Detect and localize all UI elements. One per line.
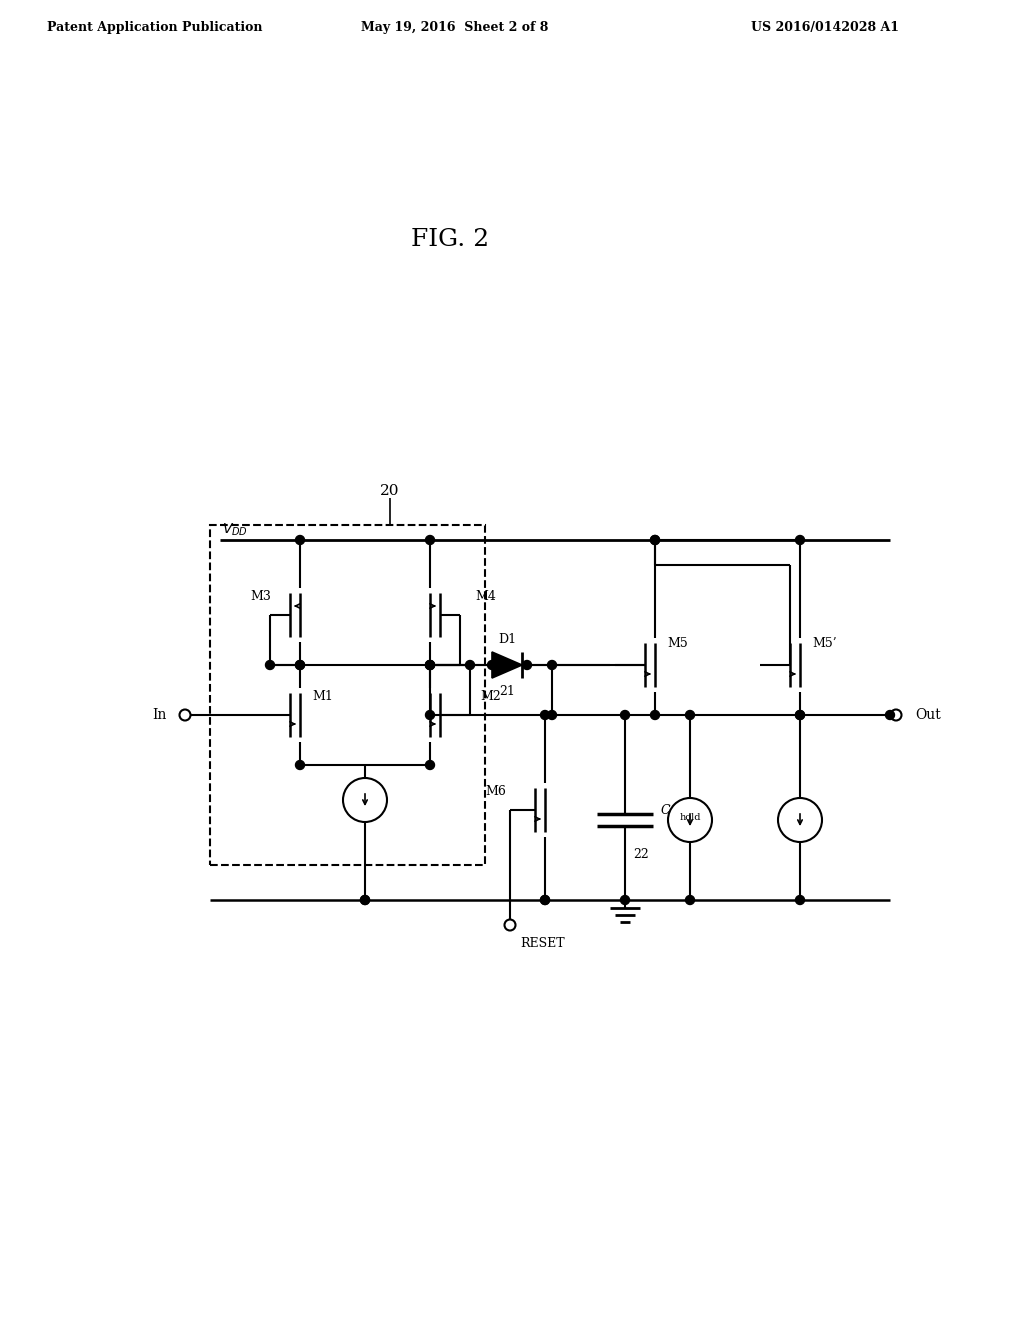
Text: In: In (153, 708, 167, 722)
Text: Out: Out (915, 708, 941, 722)
Circle shape (360, 895, 370, 904)
Circle shape (265, 660, 274, 669)
Circle shape (360, 895, 370, 904)
Circle shape (426, 710, 434, 719)
Circle shape (296, 536, 304, 544)
Bar (210, 525, 485, 865)
Circle shape (466, 660, 474, 669)
Text: M3: M3 (250, 590, 271, 603)
Text: FIG. 2: FIG. 2 (411, 228, 489, 252)
Text: C: C (662, 804, 671, 817)
Circle shape (796, 710, 805, 719)
Circle shape (650, 536, 659, 544)
Circle shape (522, 660, 531, 669)
Circle shape (621, 895, 630, 904)
Circle shape (426, 660, 434, 669)
Circle shape (426, 536, 434, 544)
Text: M4: M4 (475, 590, 496, 603)
Text: 21: 21 (499, 685, 515, 698)
Circle shape (426, 660, 434, 669)
Polygon shape (492, 652, 522, 678)
Circle shape (548, 710, 556, 719)
Circle shape (426, 660, 434, 669)
Circle shape (541, 895, 550, 904)
Circle shape (796, 536, 805, 544)
Circle shape (650, 536, 659, 544)
Circle shape (886, 710, 895, 719)
Circle shape (541, 710, 550, 719)
Text: Patent Application Publication: Patent Application Publication (47, 21, 263, 34)
Circle shape (296, 660, 304, 669)
Text: US 2016/0142028 A1: US 2016/0142028 A1 (751, 21, 899, 34)
Text: May 19, 2016  Sheet 2 of 8: May 19, 2016 Sheet 2 of 8 (361, 21, 549, 34)
Text: 20: 20 (380, 484, 399, 498)
Text: M6: M6 (485, 785, 506, 799)
Circle shape (296, 660, 304, 669)
Text: M5’: M5’ (812, 638, 837, 649)
Circle shape (796, 895, 805, 904)
Circle shape (296, 760, 304, 770)
Text: M5: M5 (667, 638, 688, 649)
Circle shape (685, 710, 694, 719)
Text: M2: M2 (480, 690, 501, 704)
Circle shape (548, 660, 556, 669)
Circle shape (541, 895, 550, 904)
Text: M1: M1 (312, 690, 333, 704)
Circle shape (487, 660, 497, 669)
Text: RESET: RESET (520, 937, 564, 950)
Text: D1: D1 (498, 634, 516, 645)
Circle shape (796, 710, 805, 719)
Circle shape (426, 760, 434, 770)
Circle shape (621, 710, 630, 719)
Text: $V_{DD}$: $V_{DD}$ (222, 521, 248, 539)
Text: 22: 22 (633, 847, 649, 861)
Circle shape (650, 710, 659, 719)
Text: hold: hold (680, 813, 701, 822)
Circle shape (685, 895, 694, 904)
